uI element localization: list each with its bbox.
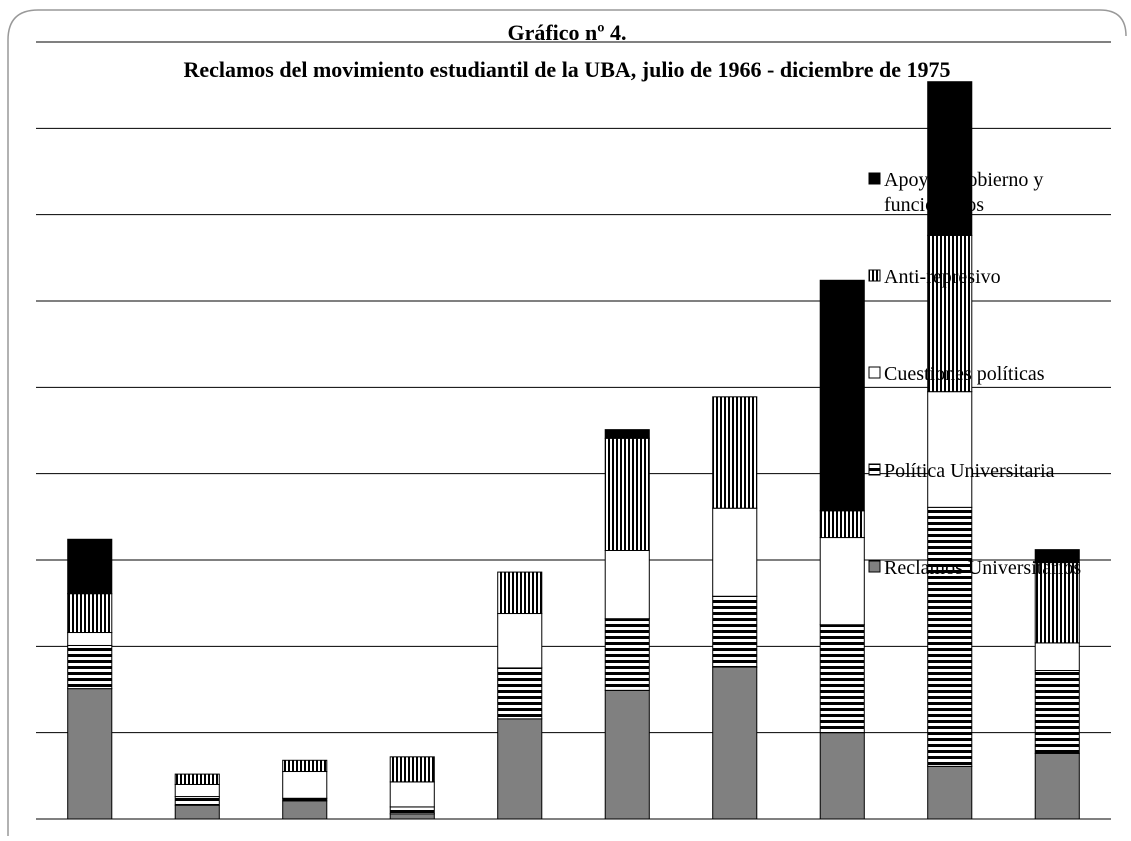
legend-swatch bbox=[868, 269, 881, 282]
legend-label: Reclamos Universitarios bbox=[884, 557, 1082, 579]
bar-segment bbox=[282, 800, 328, 820]
chart-title: Gráfico nº 4. bbox=[507, 20, 627, 45]
bar-segment bbox=[497, 718, 543, 820]
bar-segment bbox=[174, 773, 220, 785]
bar-segment bbox=[1034, 670, 1080, 754]
bar-segment bbox=[712, 666, 758, 820]
bar-segment bbox=[604, 689, 650, 820]
bar-segment bbox=[604, 437, 650, 552]
bar-segment bbox=[497, 613, 543, 669]
legend-label: Cuestiones políticas bbox=[884, 363, 1045, 385]
bar-segment bbox=[819, 624, 865, 734]
chart-subtitle: Reclamos del movimiento estudiantil de l… bbox=[183, 57, 951, 82]
bar-segment bbox=[927, 234, 973, 393]
bar-segment bbox=[604, 550, 650, 620]
bar-segment bbox=[174, 804, 220, 820]
frame bbox=[7, 9, 1127, 836]
bar-segment bbox=[67, 538, 113, 595]
bar-segment bbox=[389, 806, 435, 815]
bar-segment bbox=[389, 813, 435, 820]
bar-segment bbox=[927, 506, 973, 767]
bar-segment bbox=[712, 595, 758, 668]
bar-segment bbox=[1034, 642, 1080, 672]
bar-segment bbox=[604, 618, 650, 691]
bar-segment bbox=[819, 732, 865, 820]
bar-segment bbox=[389, 781, 435, 808]
bar-segment bbox=[497, 667, 543, 720]
bar-segment bbox=[497, 571, 543, 615]
bar-segment bbox=[819, 510, 865, 539]
bar-segment bbox=[67, 632, 113, 646]
bar-segment bbox=[927, 765, 973, 820]
legend-label: Política Universitaria bbox=[884, 460, 1055, 482]
bar-segment bbox=[389, 756, 435, 783]
bar-segment bbox=[927, 391, 973, 508]
legend-swatch bbox=[868, 560, 881, 573]
bar-segment bbox=[712, 396, 758, 509]
legend-swatch bbox=[868, 463, 881, 476]
bar-segment bbox=[67, 644, 113, 690]
bar-segment bbox=[819, 537, 865, 626]
bar-segment bbox=[927, 81, 973, 236]
bar-segment bbox=[174, 783, 220, 798]
bar-segment bbox=[1034, 549, 1080, 564]
legend-swatch bbox=[868, 366, 881, 379]
bar-segment bbox=[712, 507, 758, 597]
bar-segment bbox=[67, 593, 113, 634]
bar-segment bbox=[174, 796, 220, 806]
bar-segment bbox=[604, 429, 650, 439]
legend-label: Anti-represivo bbox=[884, 266, 1001, 288]
bar-segment bbox=[282, 759, 328, 773]
legend-label: Apoyo a gobierno y funcionarios bbox=[884, 169, 1044, 216]
bar-segment bbox=[819, 279, 865, 512]
bar-segment bbox=[67, 688, 113, 820]
bar-segment bbox=[1034, 562, 1080, 644]
legend-swatch bbox=[868, 172, 881, 185]
bar-segment bbox=[1034, 752, 1080, 820]
bar-segment bbox=[282, 771, 328, 799]
